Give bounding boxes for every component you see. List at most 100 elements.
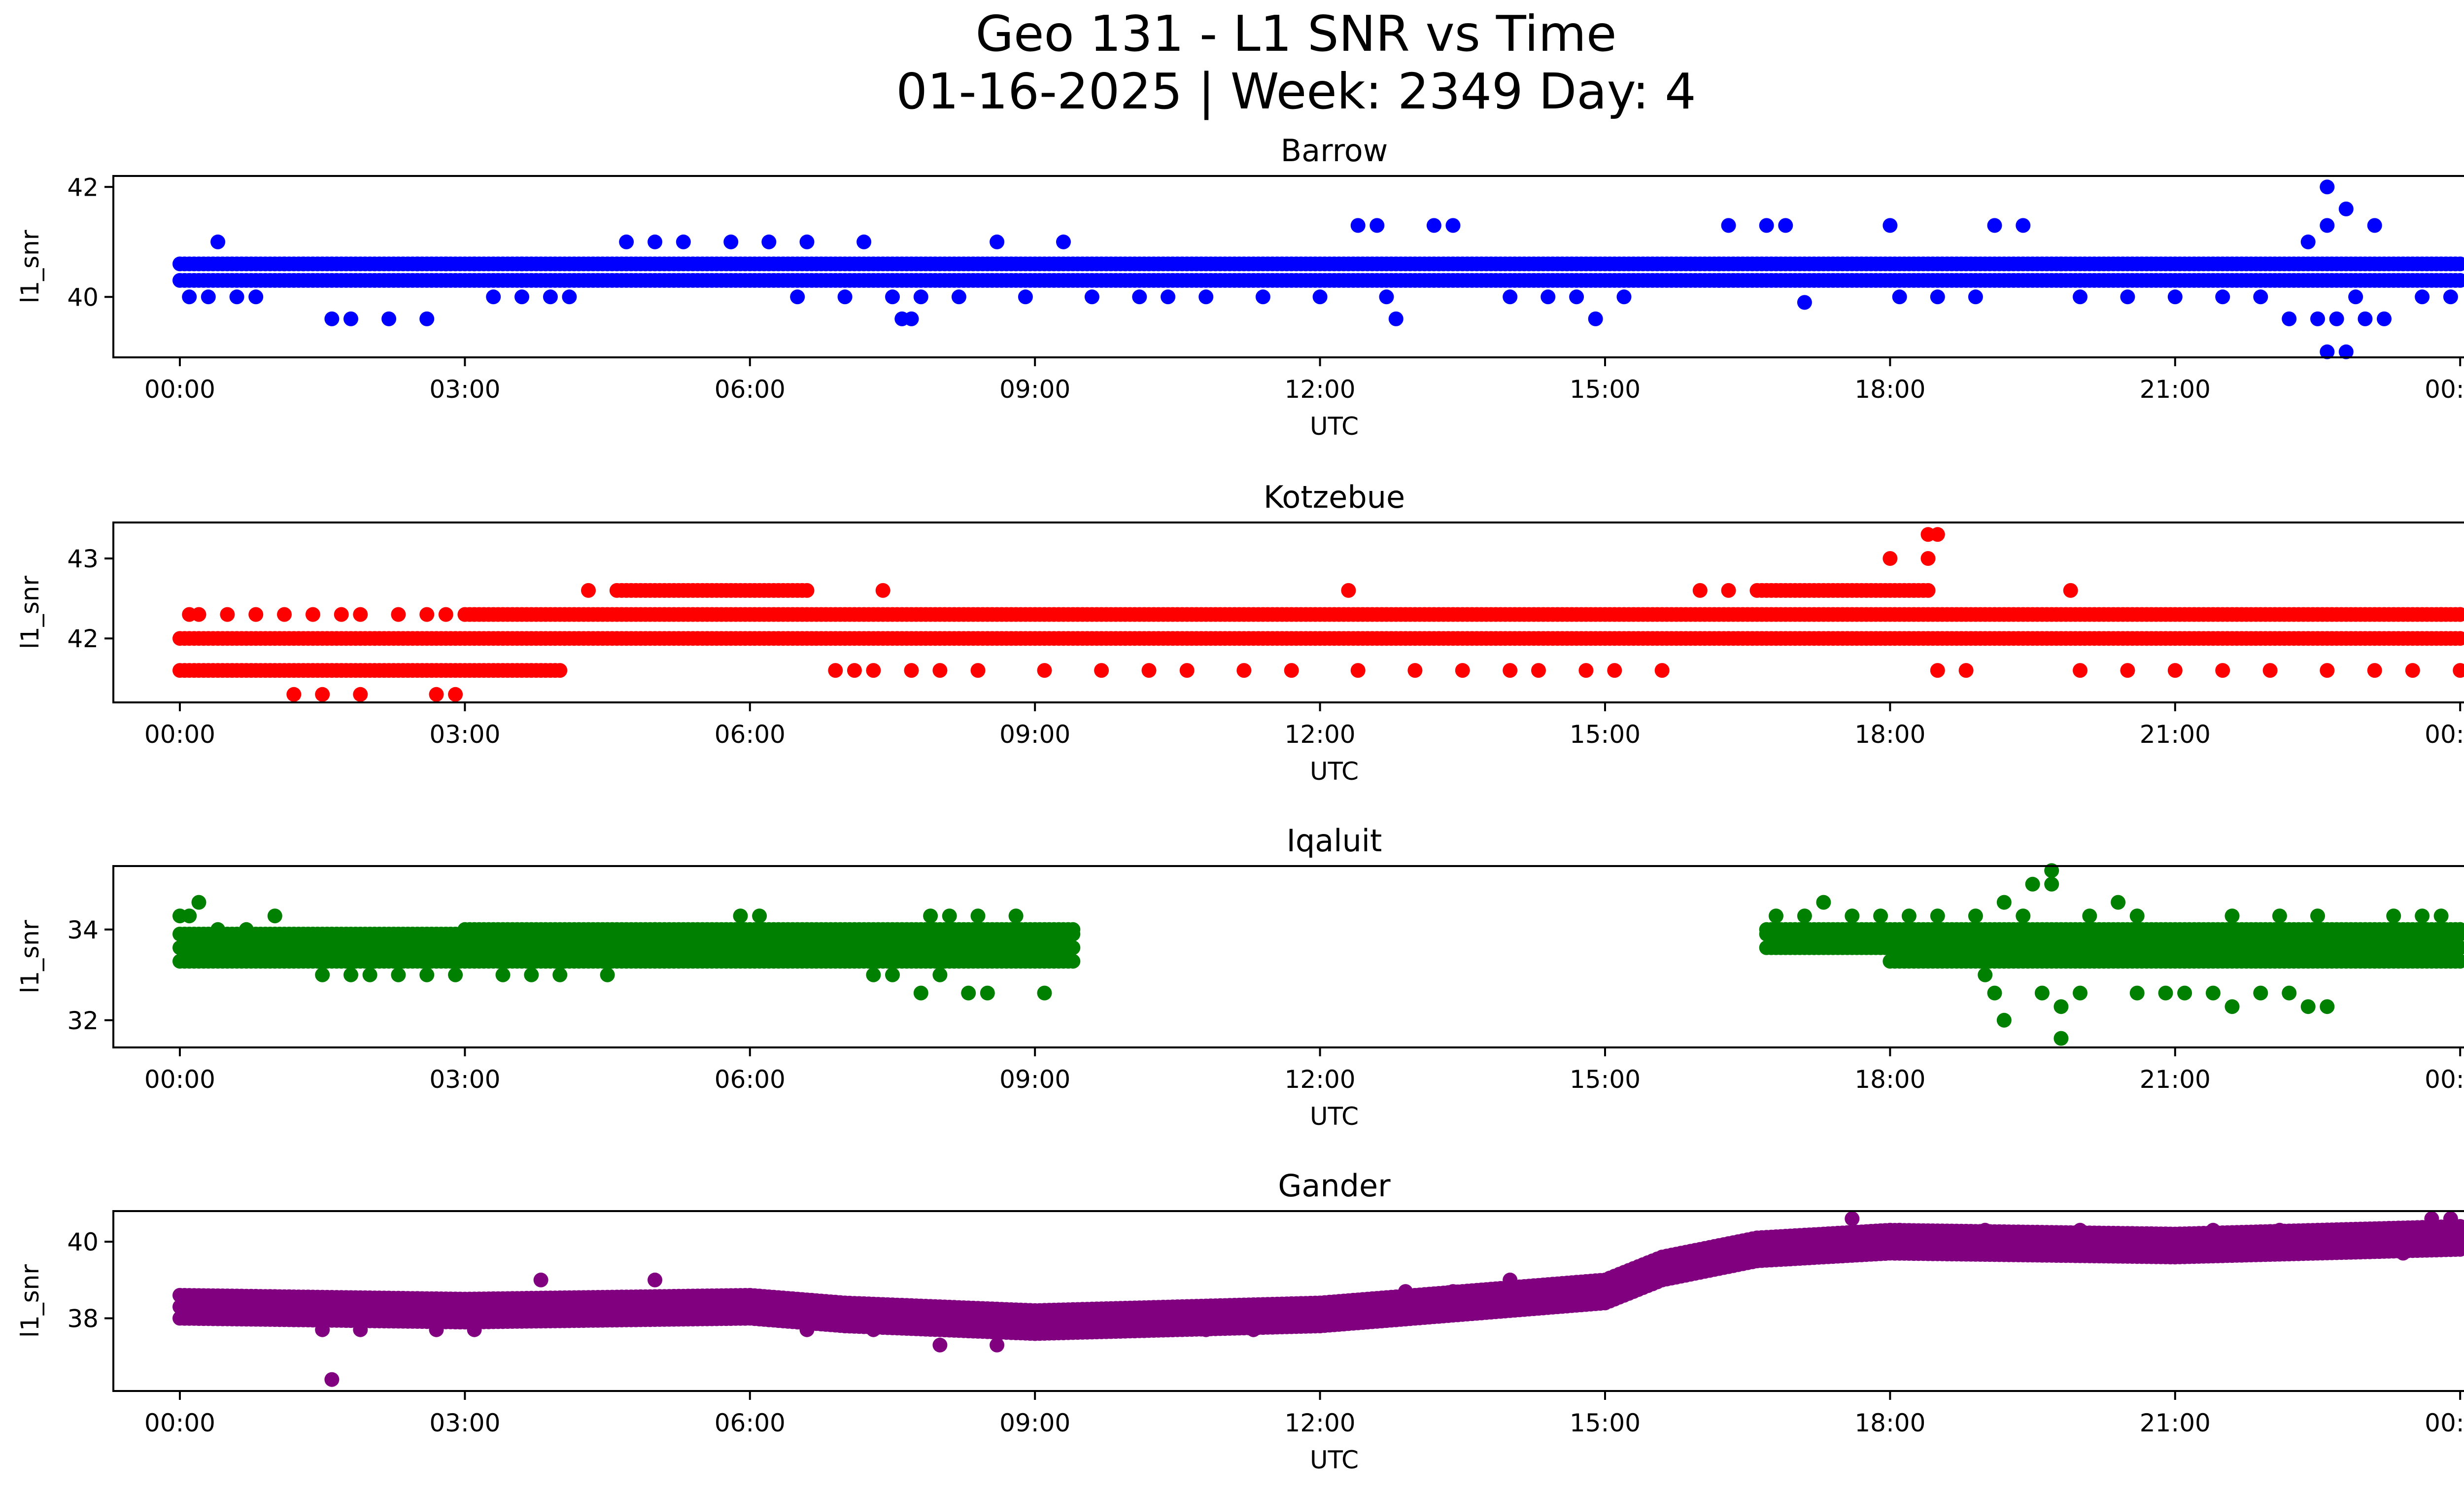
iqaluit-sparse-point-1320 [2224, 908, 2240, 924]
iqaluit-sparse-point-1312 [2158, 985, 2173, 1001]
iqaluit-x-tick-label-8: 00:00 [2425, 1065, 2464, 1094]
iqaluit-x-tick-label-7: 21:00 [2140, 1065, 2211, 1094]
barrow-axes-frame [112, 175, 2464, 358]
iqaluit-sparse-point-1290 [1816, 895, 1831, 910]
barrow-sparse-point-1001 [1018, 289, 1033, 305]
barrow-sparse-point-972 [248, 289, 264, 305]
iqaluit-sparse-point-1309 [2111, 895, 2126, 910]
iqaluit-sparse-point-1302 [2034, 985, 2050, 1001]
kotzebue-sparse-point-1101 [1455, 663, 1470, 678]
barrow-sparse-point-1011 [1379, 289, 1394, 305]
kotzebue-sparse-point-1064 [248, 607, 264, 622]
iqaluit-sparse-point-1305 [2053, 1031, 2069, 1046]
iqaluit-sparse-point-1284 [1037, 985, 1052, 1001]
iqaluit-sparse-point-1325 [2433, 908, 2449, 924]
kotzebue-sparse-point-1092 [970, 663, 986, 678]
iqaluit-sparse-point-1299 [1996, 895, 2012, 910]
barrow-sparse-point-1037 [2310, 311, 2325, 326]
kotzebue-scatter-series [172, 527, 2464, 702]
iqaluit-x-tick-label-5: 15:00 [1570, 1065, 1641, 1094]
barrow-sparse-point-1041 [2338, 201, 2354, 216]
kotzebue-y-tick-label-0: 42 [67, 625, 99, 653]
iqaluit-sparse-point-1264 [315, 967, 330, 982]
barrow-y-tick-label-0: 40 [67, 283, 99, 312]
kotzebue-x-tick-label-7: 21:00 [2140, 720, 2211, 749]
kotzebue-sparse-point-1098 [1284, 663, 1299, 678]
kotzebue-sparse-point-1113 [2262, 663, 2278, 678]
kotzebue-sparse-point-1069 [391, 607, 406, 622]
iqaluit-sparse-point-1288 [1769, 908, 1783, 924]
barrow-x-tick-label-8: 00:00 [2425, 375, 2464, 404]
barrow-sparse-point-1027 [1968, 289, 1983, 305]
barrow-sparse-point-1010 [1369, 218, 1385, 233]
barrow-sparse-point-980 [438, 256, 453, 272]
barrow-subplot-title: Barrow [1281, 133, 1388, 169]
iqaluit-sparse-point-1300 [2016, 908, 2031, 924]
iqaluit-sparse-point-1297 [1987, 985, 2002, 1001]
iqaluit-band-point-188 [1065, 954, 1081, 969]
barrow-sparse-point-1006 [1198, 289, 1214, 305]
iqaluit-scatter-series [172, 863, 2464, 1046]
barrow-sparse-point-982 [486, 289, 501, 305]
kotzebue-sparse-point-1062 [191, 607, 206, 622]
kotzebue-sparse-point-1085 [1930, 527, 1945, 542]
iqaluit-band-point-695 [1065, 922, 1081, 937]
iqaluit-sparse-point-1293 [1901, 908, 1916, 924]
barrow-sparse-point-1040 [2329, 311, 2344, 326]
barrow-sparse-point-991 [790, 289, 805, 305]
kotzebue-sparse-point-1106 [1654, 663, 1670, 678]
kotzebue-sparse-point-1068 [353, 607, 368, 622]
iqaluit-sparse-point-1295 [1968, 908, 1983, 924]
kotzebue-band-point-1060 [1920, 583, 1936, 598]
barrow-sparse-point-995 [885, 289, 900, 305]
barrow-scatter-series [172, 179, 2464, 359]
iqaluit-sparse-point-1316 [2253, 985, 2268, 1001]
barrow-sparse-point-987 [648, 234, 662, 249]
kotzebue-sparse-point-1103 [1531, 663, 1546, 678]
kotzebue-x-tick-label-8: 00:00 [2425, 720, 2464, 749]
iqaluit-sparse-point-1270 [495, 967, 511, 982]
barrow-sparse-point-985 [562, 289, 577, 305]
kotzebue-sparse-point-1088 [847, 663, 862, 678]
kotzebue-sparse-point-1107 [1930, 663, 1945, 678]
kotzebue-sparse-point-1082 [1882, 551, 1898, 566]
barrow-sparse-point-971 [229, 289, 244, 305]
iqaluit-sparse-point-1268 [419, 967, 435, 982]
kotzebue-subplot-title: Kotzebue [1264, 479, 1405, 515]
barrow-sparse-point-1025 [1892, 289, 1907, 305]
iqaluit-sparse-point-1276 [752, 908, 767, 924]
barrow-sparse-point-1024 [1882, 218, 1898, 233]
iqaluit-sparse-point-1283 [1008, 908, 1024, 924]
barrow-x-tick-label-5: 15:00 [1570, 375, 1641, 404]
kotzebue-y-axis-label: l1_snr [16, 576, 44, 649]
barrow-sparse-point-983 [514, 289, 529, 305]
iqaluit-sparse-point-1285 [923, 908, 938, 924]
barrow-sparse-point-1021 [1759, 218, 1774, 233]
iqaluit-sparse-point-1303 [2044, 876, 2059, 892]
barrow-sparse-point-992 [799, 234, 815, 249]
kotzebue-sparse-point-1083 [1920, 551, 1936, 566]
barrow-sparse-point-989 [723, 234, 739, 249]
iqaluit-sparse-point-1308 [2082, 908, 2097, 924]
iqaluit-sparse-point-1266 [362, 967, 377, 982]
iqaluit-sparse-point-1286 [942, 908, 957, 924]
iqaluit-sparse-point-1317 [2282, 985, 2297, 1001]
kotzebue-axes-frame [112, 522, 2464, 703]
kotzebue-sparse-point-1097 [1236, 663, 1252, 678]
barrow-sparse-point-1045 [2377, 311, 2392, 326]
kotzebue-sparse-point-1116 [2405, 663, 2420, 678]
iqaluit-sparse-point-1313 [2177, 985, 2192, 1001]
barrow-sparse-point-997 [904, 311, 919, 326]
barrow-sparse-point-1003 [1084, 289, 1099, 305]
kotzebue-sparse-point-1111 [2167, 663, 2183, 678]
barrow-x-tick-label-1: 03:00 [429, 375, 500, 404]
kotzebue-sparse-point-1100 [1407, 663, 1423, 678]
iqaluit-sparse-point-1307 [2073, 985, 2088, 1001]
barrow-x-axis-label: UTC [1310, 412, 1359, 441]
kotzebue-sparse-point-1072 [286, 687, 302, 702]
kotzebue-sparse-point-1086 [2063, 583, 2078, 598]
barrow-sparse-point-1019 [1616, 289, 1632, 305]
iqaluit-sparse-point-1274 [648, 922, 662, 937]
